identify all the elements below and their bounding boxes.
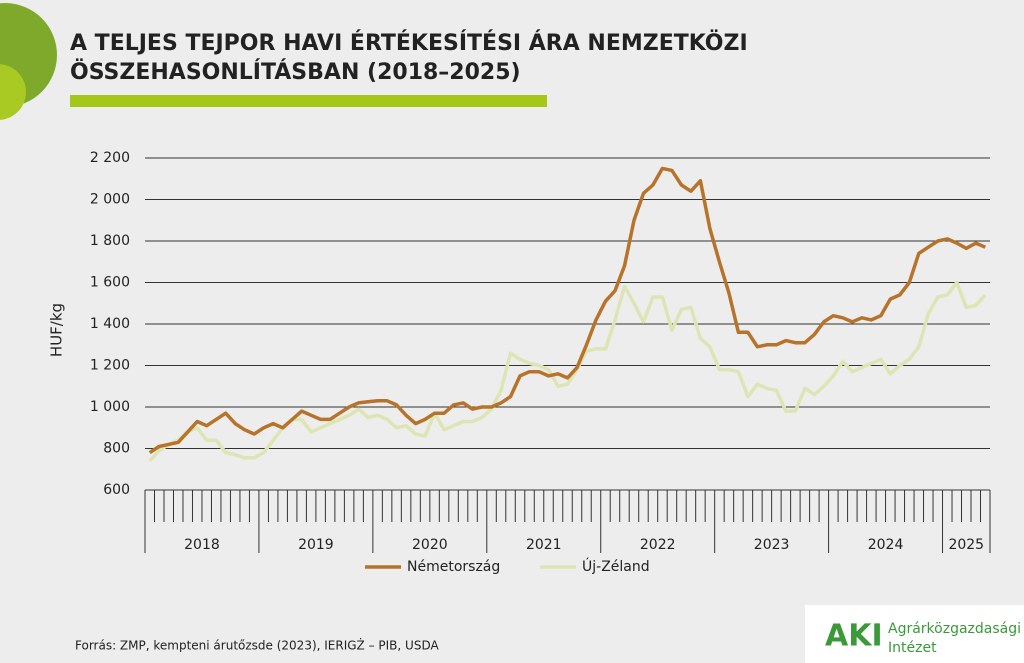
y-tick-label: 1 800	[90, 233, 130, 249]
logo-text: Agrárközgazdasági	[888, 621, 1021, 637]
series-line	[148, 166, 986, 455]
y-tick-label: 2 000	[90, 192, 130, 208]
x-tick-label: 2018	[184, 537, 220, 553]
y-tick-label: 1 600	[90, 275, 130, 291]
x-tick-label: 2020	[412, 537, 448, 553]
y-axis-label: HUF/kg	[48, 303, 66, 357]
y-tick-label: 2 200	[90, 150, 130, 166]
x-tick-label: 2025	[948, 537, 984, 553]
y-tick-label: 800	[103, 441, 130, 457]
x-tick-label: 2022	[640, 537, 676, 553]
decor-circle	[0, 64, 26, 120]
logo-abbr: AKI	[825, 619, 883, 654]
source: Forrás: ZMP, kempteni árutőzsde (2023), …	[75, 638, 439, 653]
x-tick-label: 2021	[526, 537, 562, 553]
logo-box	[805, 605, 1024, 663]
title-underline	[70, 95, 547, 107]
legend-label: Új-Zéland	[582, 557, 650, 575]
x-tick-label: 2019	[298, 537, 334, 553]
y-tick-label: 600	[103, 482, 130, 498]
x-tick-label: 2024	[868, 537, 904, 553]
chart-title: ÖSSZEHASONLÍTÁSBAN (2018–2025)	[70, 59, 521, 85]
y-tick-label: 1 400	[90, 316, 130, 332]
x-tick-label: 2023	[754, 537, 790, 553]
y-tick-label: 1 000	[90, 399, 130, 415]
legend-label: Németország	[407, 559, 500, 575]
logo-text: Intézet	[888, 640, 937, 656]
chart-title: A TELJES TEJPOR HAVI ÉRTÉKESÍTÉSI ÁRA NE…	[70, 30, 748, 56]
y-tick-label: 1 200	[90, 358, 130, 374]
series-line	[148, 280, 987, 463]
